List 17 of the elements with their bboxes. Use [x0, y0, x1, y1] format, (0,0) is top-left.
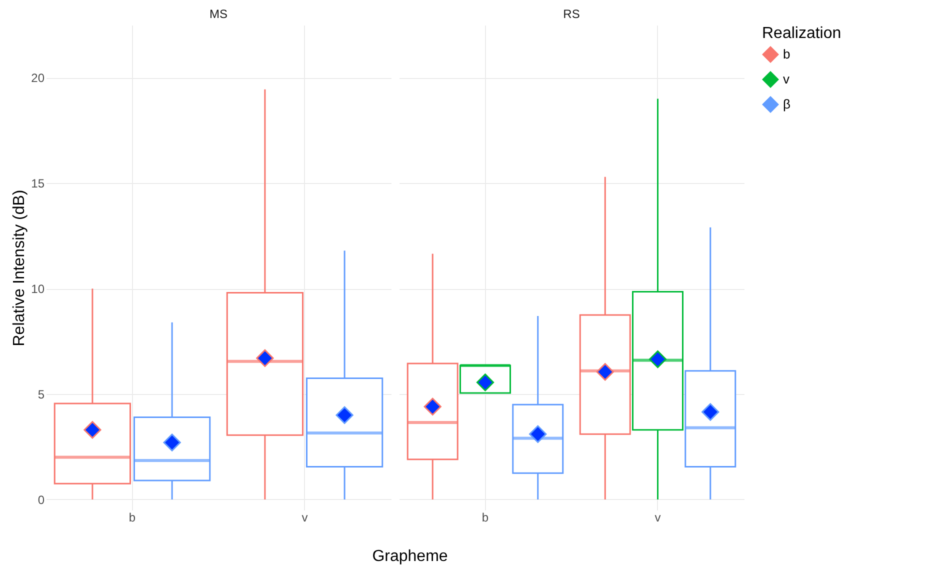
- y-tick-label: 20: [31, 71, 45, 86]
- chart-title: MS: [210, 7, 228, 21]
- legend-label: β: [783, 96, 790, 112]
- legend-label: b: [783, 46, 790, 62]
- y-tick-label: 15: [31, 176, 45, 191]
- x-tick-label: b: [128, 510, 136, 524]
- legend-label: v: [783, 72, 790, 86]
- legend-title: Realization: [762, 25, 842, 42]
- y-tick-label: 5: [38, 388, 45, 402]
- chart-title: RS: [563, 7, 580, 21]
- x-tick-label: v: [302, 510, 308, 524]
- y-axis-title: Relative Intensity (dB): [11, 190, 28, 346]
- y-tick-label: 10: [31, 282, 45, 296]
- x-tick-label: v: [654, 510, 661, 524]
- x-axis-title: Grapheme: [371, 548, 449, 566]
- x-tick-label: b: [482, 510, 489, 524]
- y-tick-label: 0: [38, 492, 45, 507]
